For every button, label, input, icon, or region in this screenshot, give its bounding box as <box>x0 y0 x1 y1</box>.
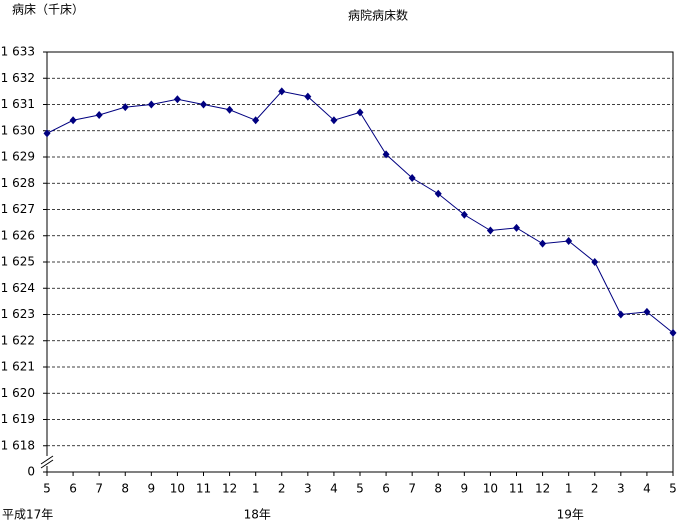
x-tick-label: 10 <box>170 482 185 496</box>
x-tick-label: 4 <box>643 482 651 496</box>
y-tick-label: 1 626 <box>1 228 35 242</box>
y-tick-label: 1 631 <box>1 97 35 111</box>
y-tick-label: 1 619 <box>1 412 35 426</box>
year-label: 平成17年 <box>2 508 53 522</box>
x-tick-label: 8 <box>434 482 442 496</box>
y-tick-label: 1 621 <box>1 360 35 374</box>
data-point <box>434 189 442 198</box>
x-tick-label: 5 <box>43 482 51 496</box>
x-tick-label: 1 <box>565 482 573 496</box>
y-tick-label: 1 633 <box>1 45 35 59</box>
x-tick-label: 11 <box>196 482 211 496</box>
data-point <box>304 92 312 101</box>
data-point <box>278 87 286 96</box>
y-tick-label: 1 618 <box>1 438 35 452</box>
axis-break-gap <box>41 456 53 466</box>
data-point <box>252 116 260 125</box>
x-tick-label: 6 <box>69 482 77 496</box>
data-point <box>617 310 625 319</box>
data-point <box>200 100 207 109</box>
y-tick-label: 1 629 <box>1 150 35 164</box>
data-point <box>43 129 51 138</box>
data-point <box>669 328 677 337</box>
data-point <box>69 116 77 125</box>
x-tick-label: 1 <box>252 482 260 496</box>
axis-break <box>40 459 54 469</box>
y-tick-label: 1 622 <box>1 333 35 347</box>
x-tick-label: 3 <box>304 482 312 496</box>
x-tick-label: 8 <box>121 482 129 496</box>
y-axis-label: 病床（千床） <box>12 2 84 17</box>
data-point <box>356 108 364 117</box>
data-point <box>95 111 103 119</box>
data-point <box>147 100 155 109</box>
data-point <box>382 150 390 159</box>
y-tick-label: 1 628 <box>1 176 35 190</box>
x-tick-label: 12 <box>535 482 550 496</box>
x-tick-label: 10 <box>483 482 498 496</box>
y-tick-label: 1 627 <box>1 202 35 216</box>
year-label: 18年 <box>244 508 271 522</box>
data-point <box>330 116 338 125</box>
data-point <box>643 307 651 316</box>
x-tick-label: 7 <box>95 482 103 496</box>
chart-title: 病院病床数 <box>348 8 408 23</box>
x-tick-label: 12 <box>222 482 237 496</box>
x-tick-label: 2 <box>591 482 599 496</box>
y-tick-label: 1 624 <box>1 281 35 295</box>
x-tick-label: 2 <box>278 482 286 496</box>
data-point <box>460 210 468 219</box>
data-point <box>173 95 181 104</box>
series-line <box>46 90 674 334</box>
x-tick-label: 5 <box>356 482 364 496</box>
x-tick-label: 5 <box>669 482 677 496</box>
year-label: 19年 <box>557 508 584 522</box>
x-tick-label: 4 <box>330 482 338 496</box>
data-point <box>513 223 520 232</box>
y-tick-label: 0 <box>27 465 35 479</box>
y-tick-label: 1 630 <box>1 123 35 137</box>
x-tick-label: 11 <box>509 482 524 496</box>
x-tick-label: 7 <box>408 482 416 496</box>
x-tick-label: 3 <box>617 482 625 496</box>
y-tick-label: 1 625 <box>1 255 35 269</box>
data-point <box>486 226 494 235</box>
data-point <box>121 103 129 112</box>
y-tick-label: 1 620 <box>1 386 35 400</box>
y-tick-label: 1 632 <box>1 71 35 85</box>
x-tick-label: 9 <box>148 482 156 496</box>
data-point <box>591 258 599 266</box>
data-point <box>565 237 573 245</box>
y-tick-label: 1 623 <box>1 307 35 321</box>
data-point <box>539 239 547 248</box>
data-point <box>408 174 416 182</box>
x-tick-label: 9 <box>461 482 469 496</box>
x-tick-label: 6 <box>382 482 390 496</box>
axis-break <box>40 455 54 465</box>
data-point <box>226 105 234 114</box>
